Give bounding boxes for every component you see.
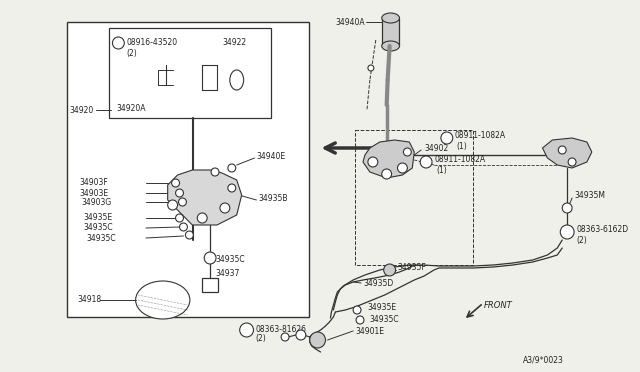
Text: 34940A: 34940A — [335, 17, 365, 26]
Circle shape — [568, 158, 576, 166]
Text: (1): (1) — [436, 166, 447, 174]
Circle shape — [113, 37, 124, 49]
Circle shape — [560, 225, 574, 239]
Text: 34935C: 34935C — [370, 314, 399, 324]
Circle shape — [281, 333, 289, 341]
Ellipse shape — [136, 281, 190, 319]
Text: (2): (2) — [255, 334, 266, 343]
Circle shape — [172, 179, 179, 187]
Text: 34903F: 34903F — [79, 177, 108, 186]
Text: 34935F: 34935F — [397, 263, 426, 273]
Circle shape — [353, 306, 361, 314]
Circle shape — [220, 203, 230, 213]
Circle shape — [356, 316, 364, 324]
Polygon shape — [543, 138, 592, 168]
Text: S: S — [565, 230, 569, 234]
Text: 34935E: 34935E — [367, 304, 396, 312]
Circle shape — [397, 163, 408, 173]
Text: 34903G: 34903G — [82, 198, 112, 206]
Text: 34902: 34902 — [424, 144, 449, 153]
Circle shape — [562, 203, 572, 213]
Text: 34935E: 34935E — [84, 212, 113, 221]
Bar — [355, 130, 474, 265]
Text: (2): (2) — [576, 235, 587, 244]
Circle shape — [368, 65, 374, 71]
Circle shape — [310, 332, 326, 348]
Text: 34903E: 34903E — [79, 189, 108, 198]
Ellipse shape — [230, 70, 244, 90]
Ellipse shape — [381, 13, 399, 23]
Bar — [202, 278, 218, 292]
Text: 34935C: 34935C — [84, 222, 113, 231]
Text: 34935B: 34935B — [259, 193, 288, 202]
Circle shape — [168, 200, 177, 210]
Text: 08363-81626: 08363-81626 — [255, 324, 307, 334]
Circle shape — [381, 169, 392, 179]
Text: 08911-1082A: 08911-1082A — [454, 131, 506, 140]
Text: 34901E: 34901E — [355, 327, 384, 336]
Circle shape — [296, 330, 306, 340]
Text: N: N — [424, 160, 429, 164]
Bar — [109, 28, 271, 118]
Circle shape — [228, 184, 236, 192]
Circle shape — [240, 323, 253, 337]
Circle shape — [179, 198, 186, 206]
Circle shape — [441, 132, 452, 144]
Text: (1): (1) — [457, 141, 467, 151]
Polygon shape — [363, 140, 414, 178]
Text: (2): (2) — [126, 48, 137, 58]
Text: 34920A: 34920A — [116, 103, 146, 112]
Text: A3/9*0023: A3/9*0023 — [523, 356, 564, 365]
Circle shape — [186, 231, 193, 239]
Text: 34935C: 34935C — [87, 234, 116, 243]
Circle shape — [228, 164, 236, 172]
Circle shape — [558, 146, 566, 154]
Text: 34935C: 34935C — [215, 256, 244, 264]
Text: FRONT: FRONT — [483, 301, 512, 310]
Text: 34935M: 34935M — [574, 190, 605, 199]
Circle shape — [384, 264, 396, 276]
Text: S: S — [244, 327, 248, 333]
Text: 34922: 34922 — [222, 38, 246, 46]
Circle shape — [368, 157, 378, 167]
Circle shape — [420, 156, 432, 168]
Text: 34935D: 34935D — [363, 279, 393, 288]
Text: 08916-43520: 08916-43520 — [126, 38, 177, 46]
Circle shape — [211, 168, 219, 176]
Text: 34937: 34937 — [215, 269, 239, 279]
Text: 34918: 34918 — [77, 295, 101, 305]
Bar — [67, 22, 308, 317]
Ellipse shape — [381, 41, 399, 51]
Text: N: N — [444, 135, 449, 141]
Text: 34940E: 34940E — [257, 151, 285, 160]
Circle shape — [197, 213, 207, 223]
Polygon shape — [168, 170, 242, 225]
Text: 08911-1082A: 08911-1082A — [434, 154, 485, 164]
Text: M: M — [116, 41, 121, 45]
Circle shape — [179, 223, 188, 231]
Text: 08363-6162D: 08363-6162D — [576, 224, 628, 234]
Circle shape — [204, 252, 216, 264]
Circle shape — [403, 148, 412, 156]
Circle shape — [175, 214, 184, 222]
Bar — [381, 18, 399, 46]
Circle shape — [175, 189, 184, 197]
Text: 34920: 34920 — [69, 106, 93, 115]
